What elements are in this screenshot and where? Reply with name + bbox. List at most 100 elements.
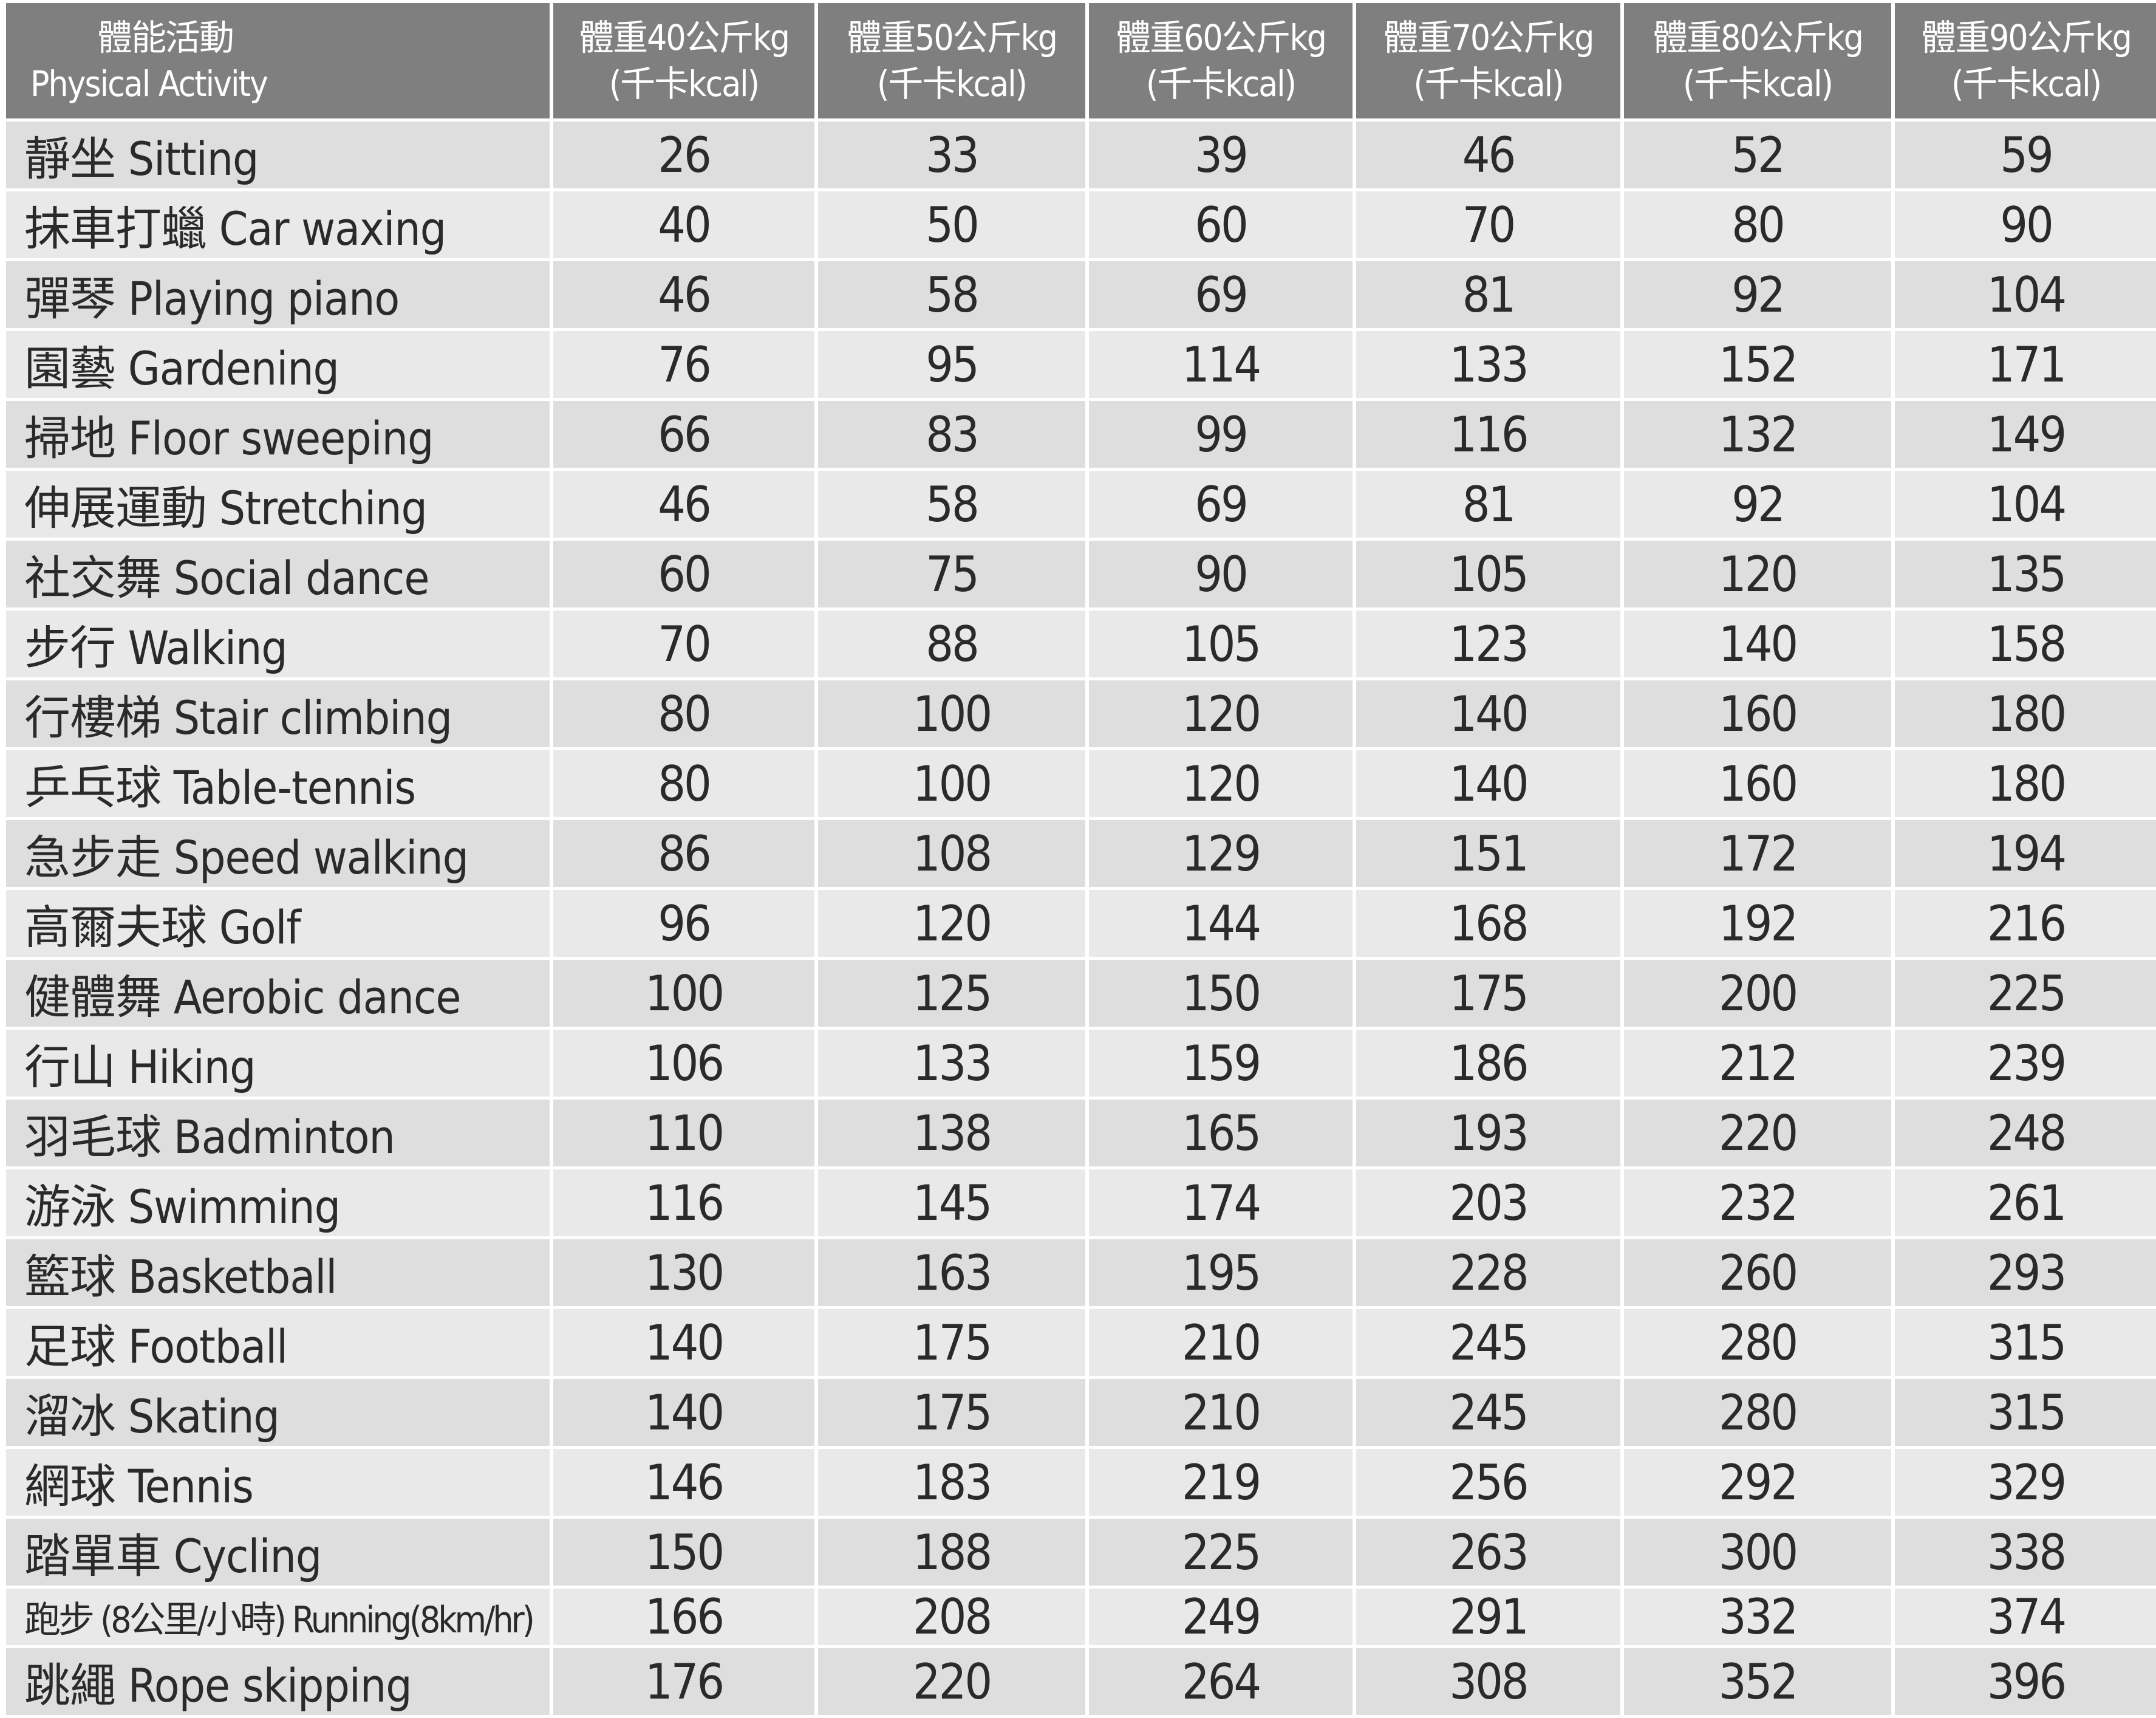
kcal-cell: 159: [1089, 1030, 1353, 1097]
header-weight-label: 體重40公斤kg: [579, 17, 790, 58]
table-row: 跳繩 Rope skipping 176 220 264 308 352 396: [6, 1648, 2156, 1715]
kcal-cell: 261: [1895, 1169, 2156, 1236]
kcal-cell: 100: [818, 680, 1085, 747]
kcal-cell: 210: [1089, 1309, 1353, 1376]
activity-cell: 羽毛球 Badminton: [6, 1100, 550, 1166]
header-weight-70: 體重70公斤kg (千卡kcal): [1356, 3, 1620, 118]
kcal-cell: 140: [1624, 611, 1891, 677]
kcal-cell: 58: [818, 471, 1085, 538]
kcal-cell: 123: [1356, 611, 1620, 677]
kcal-cell: 50: [818, 191, 1085, 258]
kcal-cell: 92: [1624, 261, 1891, 328]
kcal-cell: 81: [1356, 261, 1620, 328]
kcal-cell: 180: [1895, 680, 2156, 747]
kcal-cell: 149: [1895, 401, 2156, 468]
kcal-cell: 174: [1089, 1169, 1353, 1236]
header-weight-label: 體重60公斤kg: [1116, 17, 1327, 58]
kcal-cell: 90: [1895, 191, 2156, 258]
kcal-cell: 140: [1356, 750, 1620, 817]
kcal-cell: 46: [553, 261, 814, 328]
header-weight-60: 體重60公斤kg (千卡kcal): [1089, 3, 1353, 118]
kcal-cell: 195: [1089, 1239, 1353, 1306]
kcal-cell: 239: [1895, 1030, 2156, 1097]
table-row: 急步走 Speed walking 86 108 129 151 172 194: [6, 820, 2156, 887]
header-unit-label: (千卡kcal): [876, 63, 1028, 104]
kcal-cell: 248: [1895, 1100, 2156, 1166]
kcal-cell: 208: [818, 1589, 1085, 1645]
kcal-cell: 88: [818, 611, 1085, 677]
kcal-cell: 293: [1895, 1239, 2156, 1306]
activity-cell: 園藝 Gardening: [6, 331, 550, 398]
header-unit-label: (千卡kcal): [1145, 63, 1297, 104]
kcal-cell: 150: [1089, 960, 1353, 1027]
activity-cell: 急步走 Speed walking: [6, 820, 550, 887]
kcal-cell: 220: [818, 1648, 1085, 1715]
kcal-cell: 70: [553, 611, 814, 677]
kcal-cell: 46: [1356, 121, 1620, 188]
kcal-cell: 300: [1624, 1519, 1891, 1586]
activity-cell: 健體舞 Aerobic dance: [6, 960, 550, 1027]
table-row: 籃球 Basketball 130 163 195 228 260 293: [6, 1239, 2156, 1306]
kcal-cell: 263: [1356, 1519, 1620, 1586]
activity-cell: 社交舞 Social dance: [6, 541, 550, 607]
kcal-cell: 69: [1089, 261, 1353, 328]
kcal-cell: 308: [1356, 1648, 1620, 1715]
kcal-cell: 116: [1356, 401, 1620, 468]
kcal-cell: 40: [553, 191, 814, 258]
kcal-cell: 292: [1624, 1449, 1891, 1516]
kcal-cell: 212: [1624, 1030, 1891, 1097]
activity-cell: 跳繩 Rope skipping: [6, 1648, 550, 1715]
kcal-cell: 172: [1624, 820, 1891, 887]
kcal-cell: 83: [818, 401, 1085, 468]
kcal-cell: 138: [818, 1100, 1085, 1166]
kcal-cell: 125: [818, 960, 1085, 1027]
kcal-cell: 132: [1624, 401, 1891, 468]
kcal-cell: 95: [818, 331, 1085, 398]
table-body: 靜坐 Sitting 26 33 39 46 52 59 抹車打蠟 Car waxing 40 5…: [6, 121, 2156, 1715]
kcal-cell: 225: [1895, 960, 2156, 1027]
table-row: 網球 Tennis 146 183 219 256 292 329: [6, 1449, 2156, 1516]
kcal-cell: 75: [818, 541, 1085, 607]
kcal-cell: 99: [1089, 401, 1353, 468]
kcal-cell: 90: [1089, 541, 1353, 607]
activity-cell: 掃地 Floor sweeping: [6, 401, 550, 468]
table-row: 乒乓球 Table-tennis 80 100 120 140 160 180: [6, 750, 2156, 817]
kcal-cell: 120: [1624, 541, 1891, 607]
kcal-cell: 120: [1089, 680, 1353, 747]
kcal-cell: 114: [1089, 331, 1353, 398]
table-row: 游泳 Swimming 116 145 174 203 232 261: [6, 1169, 2156, 1236]
activity-cell: 溜冰 Skating: [6, 1379, 550, 1446]
kcal-cell: 150: [553, 1519, 814, 1586]
header-weight-50: 體重50公斤kg (千卡kcal): [818, 3, 1085, 118]
activity-cell: 跑步 (8公里/小時) Running(8km/hr): [6, 1589, 550, 1645]
header-weight-90: 體重90公斤kg (千卡kcal): [1895, 3, 2156, 118]
kcal-cell: 329: [1895, 1449, 2156, 1516]
kcal-cell: 60: [553, 541, 814, 607]
kcal-cell: 152: [1624, 331, 1891, 398]
kcal-cell: 210: [1089, 1379, 1353, 1446]
table-row: 健體舞 Aerobic dance 100 125 150 175 200 225: [6, 960, 2156, 1027]
kcal-cell: 260: [1624, 1239, 1891, 1306]
kcal-cell: 52: [1624, 121, 1891, 188]
header-activity: 體能活動 Physical Activity: [6, 3, 550, 118]
kcal-cell: 374: [1895, 1589, 2156, 1645]
kcal-cell: 264: [1089, 1648, 1353, 1715]
activity-cell: 伸展運動 Stretching: [6, 471, 550, 538]
kcal-cell: 175: [818, 1309, 1085, 1376]
kcal-cell: 338: [1895, 1519, 2156, 1586]
table-row: 踏單車 Cycling 150 188 225 263 300 338: [6, 1519, 2156, 1586]
kcal-cell: 171: [1895, 331, 2156, 398]
kcal-cell: 163: [818, 1239, 1085, 1306]
kcal-cell: 228: [1356, 1239, 1620, 1306]
kcal-cell: 166: [553, 1589, 814, 1645]
table-row: 高爾夫球 Golf 96 120 144 168 192 216: [6, 890, 2156, 957]
table-row: 跑步 (8公里/小時) Running(8km/hr) 166 208 249 291 3…: [6, 1589, 2156, 1645]
kcal-cell: 133: [818, 1030, 1085, 1097]
kcal-cell: 69: [1089, 471, 1353, 538]
kcal-cell: 96: [553, 890, 814, 957]
activity-cell: 游泳 Swimming: [6, 1169, 550, 1236]
kcal-cell: 256: [1356, 1449, 1620, 1516]
kcal-cell: 180: [1895, 750, 2156, 817]
header-unit-label: (千卡kcal): [1413, 63, 1564, 104]
